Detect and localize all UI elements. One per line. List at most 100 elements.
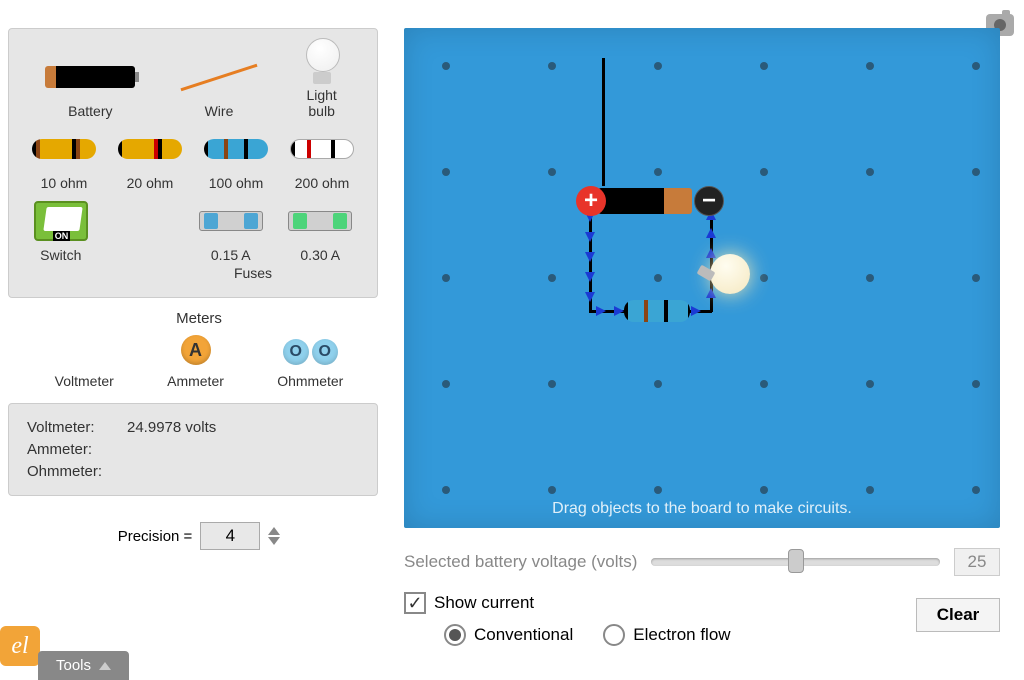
reading-label: Ammeter: <box>27 441 127 458</box>
fuse-030a[interactable]: 0.30 A <box>288 199 352 263</box>
resistor-icon <box>32 139 96 159</box>
resistor-icon <box>118 139 182 159</box>
grid-dot <box>760 380 768 388</box>
component-label: 10 ohm <box>41 175 88 191</box>
placed-bulb[interactable] <box>708 254 752 304</box>
grid-dot <box>866 486 874 494</box>
checkmark-icon: ✓ <box>407 593 422 614</box>
slider-thumb[interactable] <box>788 549 804 573</box>
reading-ohmmeter: Ohmmeter: <box>27 463 359 480</box>
radio-dot-icon <box>449 629 461 641</box>
grid-dot <box>654 380 662 388</box>
radio-label: Electron flow <box>633 625 730 645</box>
ohmmeter-icon: OO <box>283 339 338 365</box>
reading-label: Ohmmeter: <box>27 463 127 480</box>
precision-step-up[interactable] <box>268 527 280 535</box>
placed-resistor[interactable] <box>624 300 690 322</box>
clear-button[interactable]: Clear <box>916 598 1000 632</box>
grid-dot <box>972 274 980 282</box>
radio-conventional[interactable]: Conventional <box>444 624 573 646</box>
logo-badge: el <box>0 626 40 666</box>
grid-dot <box>442 486 450 494</box>
board-hint: Drag objects to the board to make circui… <box>404 500 1000 518</box>
reading-value: 24.9978 volts <box>127 419 216 436</box>
current-arrow-icon <box>585 272 595 282</box>
switch-icon: ON <box>34 201 88 241</box>
voltage-slider[interactable] <box>651 558 940 566</box>
voltage-control: Selected battery voltage (volts) 25 <box>404 548 1000 576</box>
meter-voltmeter[interactable]: Voltmeter <box>55 347 114 389</box>
show-current-label: Show current <box>434 593 534 613</box>
readings-panel: Voltmeter:24.9978 volts Ammeter: Ohmmete… <box>8 403 378 496</box>
radio-label: Conventional <box>474 625 573 645</box>
meters-section: Meters Voltmeter AAmmeter OO Ohmmeter <box>8 310 390 389</box>
grid-dot <box>866 380 874 388</box>
voltage-value[interactable]: 25 <box>954 548 1000 576</box>
tools-label: Tools <box>56 657 91 674</box>
component-label: 0.15 A <box>211 247 251 263</box>
fuse-icon <box>288 211 352 231</box>
show-current-control: ✓ Show current <box>404 592 1000 614</box>
wire-icon <box>184 62 254 92</box>
precision-input[interactable] <box>200 522 260 550</box>
component-wire[interactable]: Wire <box>184 55 254 119</box>
resistor-icon <box>204 139 268 159</box>
components-palette: Battery Wire Light bulb 10 ohm 20 ohm 10… <box>8 28 378 298</box>
bulb-icon <box>303 38 341 84</box>
component-battery[interactable]: Battery <box>45 55 135 119</box>
component-label: Switch <box>40 247 81 263</box>
meter-ohmmeter[interactable]: OO Ohmmeter <box>277 339 343 389</box>
grid-dot <box>654 168 662 176</box>
current-arrow-icon <box>706 228 716 238</box>
placed-battery[interactable] <box>598 188 692 214</box>
meters-title: Meters <box>8 310 390 327</box>
component-label: 0.30 A <box>300 247 340 263</box>
component-label: Battery <box>68 103 112 119</box>
component-label: Light bulb <box>306 87 336 119</box>
resistor-10ohm[interactable]: 10 ohm <box>32 127 96 191</box>
component-label: 200 ohm <box>295 175 349 191</box>
precision-label: Precision = <box>118 528 193 545</box>
precision-control: Precision = <box>8 522 390 550</box>
meter-label: Voltmeter <box>55 373 114 389</box>
resistor-200ohm[interactable]: 200 ohm <box>290 127 354 191</box>
circuit-wire[interactable] <box>602 58 605 186</box>
meter-label: Ohmmeter <box>277 373 343 389</box>
grid-dot <box>760 168 768 176</box>
precision-stepper <box>268 527 280 545</box>
tools-tab[interactable]: Tools <box>38 651 129 680</box>
grid-dot <box>654 486 662 494</box>
grid-dot <box>548 168 556 176</box>
grid-dot <box>548 486 556 494</box>
grid-dot <box>866 168 874 176</box>
grid-dot <box>972 168 980 176</box>
meter-ammeter[interactable]: AAmmeter <box>167 335 224 389</box>
grid-dot <box>760 62 768 70</box>
ammeter-icon: A <box>181 335 211 365</box>
grid-dot <box>972 486 980 494</box>
grid-dot <box>866 62 874 70</box>
fuse-015a[interactable]: 0.15 A <box>199 199 263 263</box>
voltage-label: Selected battery voltage (volts) <box>404 552 637 572</box>
resistor-20ohm[interactable]: 20 ohm <box>118 127 182 191</box>
reading-ammeter: Ammeter: <box>27 441 359 458</box>
voltmeter-icon <box>67 347 101 351</box>
grid-dot <box>654 274 662 282</box>
grid-dot <box>972 380 980 388</box>
current-arrow-icon <box>691 306 701 316</box>
resistor-icon <box>290 139 354 159</box>
current-arrow-icon <box>585 252 595 262</box>
grid-dot <box>760 486 768 494</box>
grid-dot <box>442 62 450 70</box>
precision-step-down[interactable] <box>268 537 280 545</box>
resistor-100ohm[interactable]: 100 ohm <box>204 127 268 191</box>
show-current-checkbox[interactable]: ✓ <box>404 592 426 614</box>
switch-state: ON <box>53 231 71 241</box>
component-switch[interactable]: ON Switch <box>34 199 88 263</box>
radio-electron-flow[interactable]: Electron flow <box>603 624 730 646</box>
grid-dot <box>442 168 450 176</box>
circuit-board[interactable]: Drag objects to the board to make circui… <box>404 28 1000 528</box>
component-lightbulb[interactable]: Light bulb <box>303 39 341 119</box>
grid-dot <box>972 62 980 70</box>
reading-label: Voltmeter: <box>27 419 127 436</box>
